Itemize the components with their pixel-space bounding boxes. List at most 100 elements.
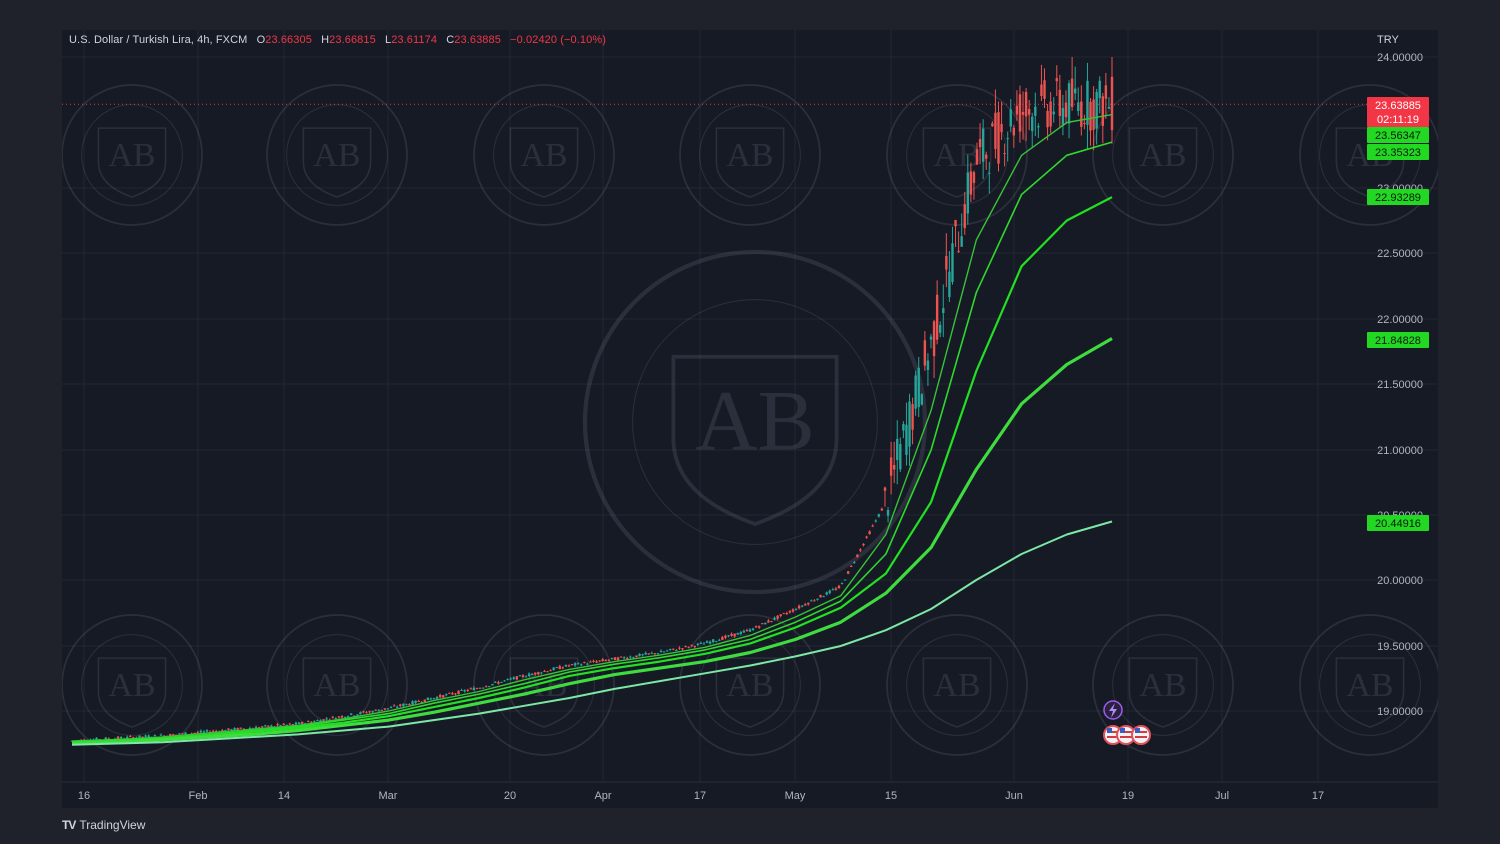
candle (1034, 92, 1037, 137)
candle (843, 579, 847, 581)
candle (521, 674, 525, 679)
candle (662, 651, 666, 653)
candle (153, 734, 157, 737)
tradingview-label: TradingView (79, 818, 146, 832)
candle (543, 669, 546, 673)
watermark-monogram: AB (520, 137, 567, 174)
candle (942, 284, 945, 337)
open-value: 23.66305 (265, 34, 312, 46)
candle (1018, 85, 1022, 143)
candle (981, 119, 985, 180)
candle (300, 721, 304, 725)
svg-text:23.63885: 23.63885 (1375, 100, 1421, 112)
candle (316, 719, 319, 722)
tradingview-logo[interactable]: TV TradingView (62, 818, 145, 832)
candle (669, 648, 672, 651)
candle (1061, 94, 1065, 136)
candle (119, 736, 123, 739)
candle (702, 641, 706, 645)
candle (481, 687, 485, 689)
candle (497, 680, 500, 685)
candle (359, 711, 362, 715)
candle (727, 634, 730, 638)
candle (797, 604, 801, 610)
moving-averages (62, 103, 1367, 746)
watermark-seal: AB (473, 84, 615, 226)
candle (834, 586, 838, 591)
chart-area[interactable]: ABABABABABABABABABABABABABABAB 24.000002… (62, 30, 1438, 808)
candle (604, 659, 608, 662)
candle (583, 661, 586, 664)
candle (267, 725, 270, 728)
candle (426, 697, 430, 701)
candle (307, 720, 310, 723)
candle (392, 704, 396, 707)
candle (573, 662, 577, 667)
candle (770, 620, 773, 623)
candle (181, 732, 184, 735)
candle (699, 641, 703, 645)
candle (687, 646, 690, 649)
candle (850, 565, 853, 568)
candle (865, 535, 868, 539)
high-label: H (321, 34, 330, 46)
candle (1067, 80, 1071, 139)
chart-canvas[interactable]: ABABABABABABABABABABABABABABAB 24.000002… (62, 30, 1438, 808)
candle (733, 633, 736, 638)
grid (62, 30, 1438, 783)
candle (199, 729, 203, 734)
candle (1049, 92, 1052, 133)
candle (705, 640, 709, 644)
candle (518, 674, 522, 677)
x-tick-label: 19 (1122, 790, 1134, 802)
watermark-monogram: AB (108, 667, 155, 704)
candle (616, 656, 620, 661)
candle (509, 677, 512, 681)
candle (675, 648, 678, 652)
candle (831, 587, 835, 591)
candle (239, 727, 242, 729)
watermark-monogram: AB (695, 373, 814, 469)
svg-text:22.93289: 22.93289 (1375, 192, 1421, 204)
watermark-monogram: AB (933, 137, 980, 174)
symbol-title[interactable]: U.S. Dollar / Turkish Lira, 4h, FXCM (69, 34, 248, 46)
ma-value-label: 21.84828 (1367, 332, 1429, 348)
y-tick-label: 20.00000 (1377, 575, 1423, 587)
candle (656, 652, 660, 655)
candle (816, 598, 819, 601)
time-axis[interactable]: 16 Feb 14 Mar 20 Apr 17 May 15 Jun 19 Jul 17 (78, 790, 1324, 802)
candle (451, 691, 454, 695)
y-tick-label: 22.00000 (1377, 314, 1423, 326)
x-tick-label: Feb (189, 790, 208, 802)
candle (951, 226, 954, 285)
x-tick-label: May (785, 790, 806, 802)
event-markers[interactable] (1103, 700, 1151, 745)
candle (506, 678, 509, 681)
low-label: L (384, 34, 392, 46)
candle (512, 676, 515, 681)
watermark-seal: AB (1092, 614, 1234, 756)
candle (1027, 99, 1031, 131)
candle (371, 710, 374, 713)
candle (724, 634, 727, 640)
candle (395, 705, 399, 709)
candle (144, 734, 147, 738)
candle (297, 721, 301, 725)
candle (313, 720, 316, 723)
candle (997, 101, 1000, 172)
candle (429, 697, 433, 700)
us-flag-icon[interactable] (1131, 725, 1151, 745)
candle (1046, 103, 1049, 141)
candle (248, 726, 252, 729)
candle (463, 689, 466, 693)
lightning-icon[interactable] (1103, 700, 1123, 720)
watermark-seal: AB (886, 614, 1028, 756)
candle (880, 507, 884, 511)
candle (715, 640, 718, 643)
candle (349, 713, 353, 716)
candle (985, 151, 988, 170)
candle (960, 213, 963, 247)
candle (1107, 97, 1111, 110)
candle (810, 599, 813, 602)
candle (785, 611, 789, 616)
